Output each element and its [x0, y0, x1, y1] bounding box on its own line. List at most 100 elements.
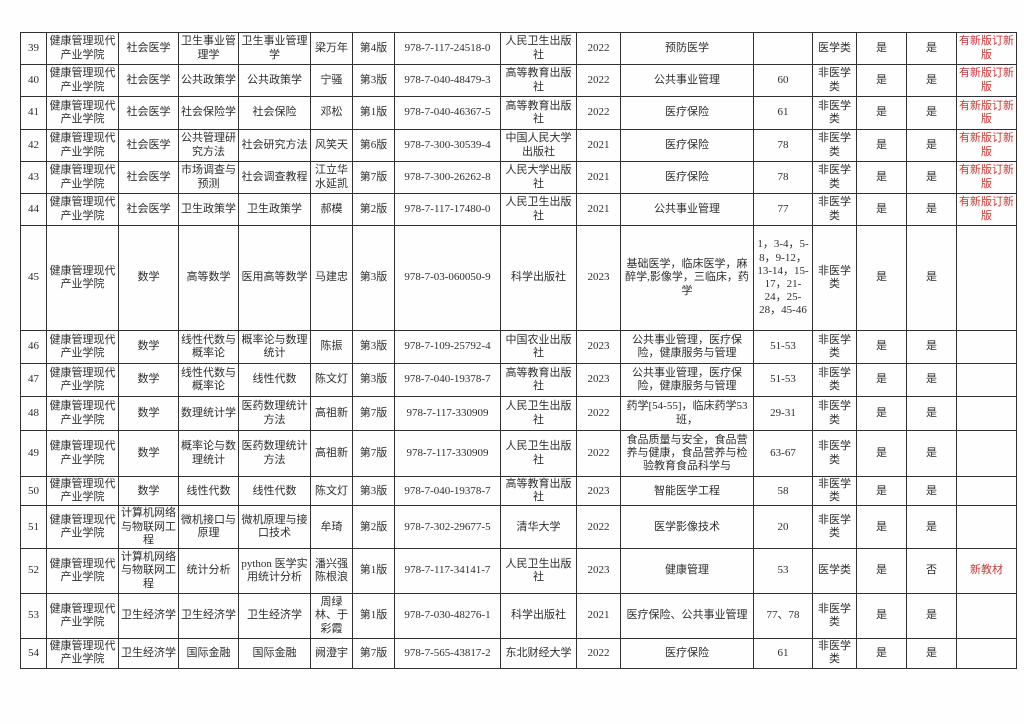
cell-year: 2021 — [576, 592, 621, 639]
cell-edition: 第1版 — [352, 592, 395, 639]
cell-textbook-name: 医用高等数学 — [238, 225, 311, 331]
cell-category: 非医学类 — [812, 430, 857, 477]
cell-author: 高祖新 — [310, 430, 353, 477]
cell-category: 非医学类 — [812, 330, 857, 364]
cell-row-number: 50 — [20, 475, 47, 507]
cell-row-number: 44 — [20, 193, 47, 226]
cell-isbn: 978-7-040-19378-7 — [394, 475, 501, 507]
cell-textbook-name: 医药数理统计方法 — [238, 430, 311, 477]
cell-textbook-name: 微机原理与接口技术 — [238, 505, 311, 549]
cell-publisher: 高等教育出版社 — [500, 475, 577, 507]
cell-isbn: 978-7-117-17480-0 — [394, 193, 501, 226]
cell-textbook-name: 社会研究方法 — [238, 129, 311, 162]
cell-publisher: 清华大学 — [500, 505, 577, 549]
cell-textbook-name: 线性代数 — [238, 475, 311, 507]
cell-note: 有新版订新版 — [956, 32, 1017, 65]
cell-selected-flag: 是 — [856, 592, 907, 639]
cell-author: 陈文灯 — [310, 363, 353, 397]
cell-confirm-flag: 是 — [906, 193, 957, 226]
cell-course: 微机接口与原理 — [178, 505, 239, 549]
cell-publisher: 人民大学出版社 — [500, 161, 577, 194]
cell-majors: 公共事业管理，医疗保险，健康服务与管理 — [620, 363, 754, 397]
cell-note — [956, 475, 1017, 507]
cell-edition: 第6版 — [352, 129, 395, 162]
cell-isbn: 978-7-302-29677-5 — [394, 505, 501, 549]
cell-college: 健康管理现代产业学院 — [46, 363, 119, 397]
cell-row-number: 47 — [20, 363, 47, 397]
cell-course: 卫生政策学 — [178, 193, 239, 226]
cell-confirm-flag: 是 — [906, 129, 957, 162]
cell-college: 健康管理现代产业学院 — [46, 330, 119, 364]
cell-note: 有新版订新版 — [956, 129, 1017, 162]
cell-author: 邓松 — [310, 96, 353, 130]
cell-category: 非医学类 — [812, 64, 857, 97]
cell-isbn: 978-7-300-30539-4 — [394, 129, 501, 162]
cell-author: 梁万年 — [310, 32, 353, 65]
cell-course: 统计分析 — [178, 547, 239, 594]
cell-category: 非医学类 — [812, 129, 857, 162]
cell-category: 非医学类 — [812, 225, 857, 331]
cell-note — [956, 330, 1017, 364]
cell-year: 2021 — [576, 161, 621, 194]
cell-subject: 数学 — [118, 475, 179, 507]
cell-note — [956, 505, 1017, 549]
table-body: 39 健康管理现代产业学院 社会医学 卫生事业管理学 卫生事业管理学 梁万年 第4版 978-… — [20, 32, 1017, 669]
cell-majors: 药学[54-55]，临床药学53班， — [620, 396, 754, 431]
cell-college: 健康管理现代产业学院 — [46, 547, 119, 594]
cell-publisher: 人民卫生出版社 — [500, 430, 577, 477]
cell-row-number: 39 — [20, 32, 47, 65]
table-row: 43 健康管理现代产业学院 社会医学 市场调查与预测 社会调查教程 江立华水延凯 第7版 97… — [20, 161, 1017, 194]
cell-category: 医学类 — [812, 32, 857, 65]
cell-year: 2021 — [576, 193, 621, 226]
cell-edition: 第3版 — [352, 64, 395, 97]
cell-year: 2022 — [576, 396, 621, 431]
cell-majors: 医疗保险 — [620, 96, 754, 130]
cell-college: 健康管理现代产业学院 — [46, 592, 119, 639]
cell-course: 数理统计学 — [178, 396, 239, 431]
cell-edition: 第3版 — [352, 363, 395, 397]
cell-category: 医学类 — [812, 547, 857, 594]
cell-year: 2021 — [576, 129, 621, 162]
cell-confirm-flag: 是 — [906, 592, 957, 639]
cell-category: 非医学类 — [812, 96, 857, 130]
cell-selected-flag: 是 — [856, 505, 907, 549]
cell-majors: 公共事业管理 — [620, 64, 754, 97]
cell-class-numbers: 58 — [753, 475, 813, 507]
table-row: 39 健康管理现代产业学院 社会医学 卫生事业管理学 卫生事业管理学 梁万年 第4版 978-… — [20, 32, 1017, 65]
cell-isbn: 978-7-040-19378-7 — [394, 363, 501, 397]
cell-confirm-flag: 是 — [906, 330, 957, 364]
cell-majors: 预防医学 — [620, 32, 754, 65]
cell-edition: 第7版 — [352, 637, 395, 669]
cell-note: 有新版订新版 — [956, 96, 1017, 130]
cell-class-numbers: 51-53 — [753, 363, 813, 397]
table-row: 49 健康管理现代产业学院 数学 概率论与数理统计 医药数理统计方法 高祖新 第7版 978-… — [20, 430, 1017, 477]
cell-class-numbers: 78 — [753, 129, 813, 162]
cell-author: 牟琦 — [310, 505, 353, 549]
cell-selected-flag: 是 — [856, 330, 907, 364]
cell-course: 线性代数与概率论 — [178, 363, 239, 397]
cell-year: 2022 — [576, 430, 621, 477]
cell-edition: 第7版 — [352, 161, 395, 194]
cell-row-number: 51 — [20, 505, 47, 549]
cell-confirm-flag: 是 — [906, 430, 957, 477]
cell-confirm-flag: 是 — [906, 161, 957, 194]
cell-row-number: 40 — [20, 64, 47, 97]
cell-category: 非医学类 — [812, 592, 857, 639]
cell-isbn: 978-7-109-25792-4 — [394, 330, 501, 364]
cell-selected-flag: 是 — [856, 430, 907, 477]
cell-selected-flag: 是 — [856, 475, 907, 507]
cell-author: 阙澄宇 — [310, 637, 353, 669]
cell-category: 非医学类 — [812, 475, 857, 507]
cell-confirm-flag: 是 — [906, 363, 957, 397]
cell-author: 郝模 — [310, 193, 353, 226]
cell-selected-flag: 是 — [856, 193, 907, 226]
cell-category: 非医学类 — [812, 161, 857, 194]
cell-subject: 社会医学 — [118, 64, 179, 97]
cell-class-numbers — [753, 32, 813, 65]
cell-selected-flag: 是 — [856, 129, 907, 162]
cell-course: 线性代数与概率论 — [178, 330, 239, 364]
cell-publisher: 人民卫生出版社 — [500, 396, 577, 431]
cell-textbook-name: 卫生事业管理学 — [238, 32, 311, 65]
cell-note — [956, 396, 1017, 431]
cell-category: 非医学类 — [812, 396, 857, 431]
